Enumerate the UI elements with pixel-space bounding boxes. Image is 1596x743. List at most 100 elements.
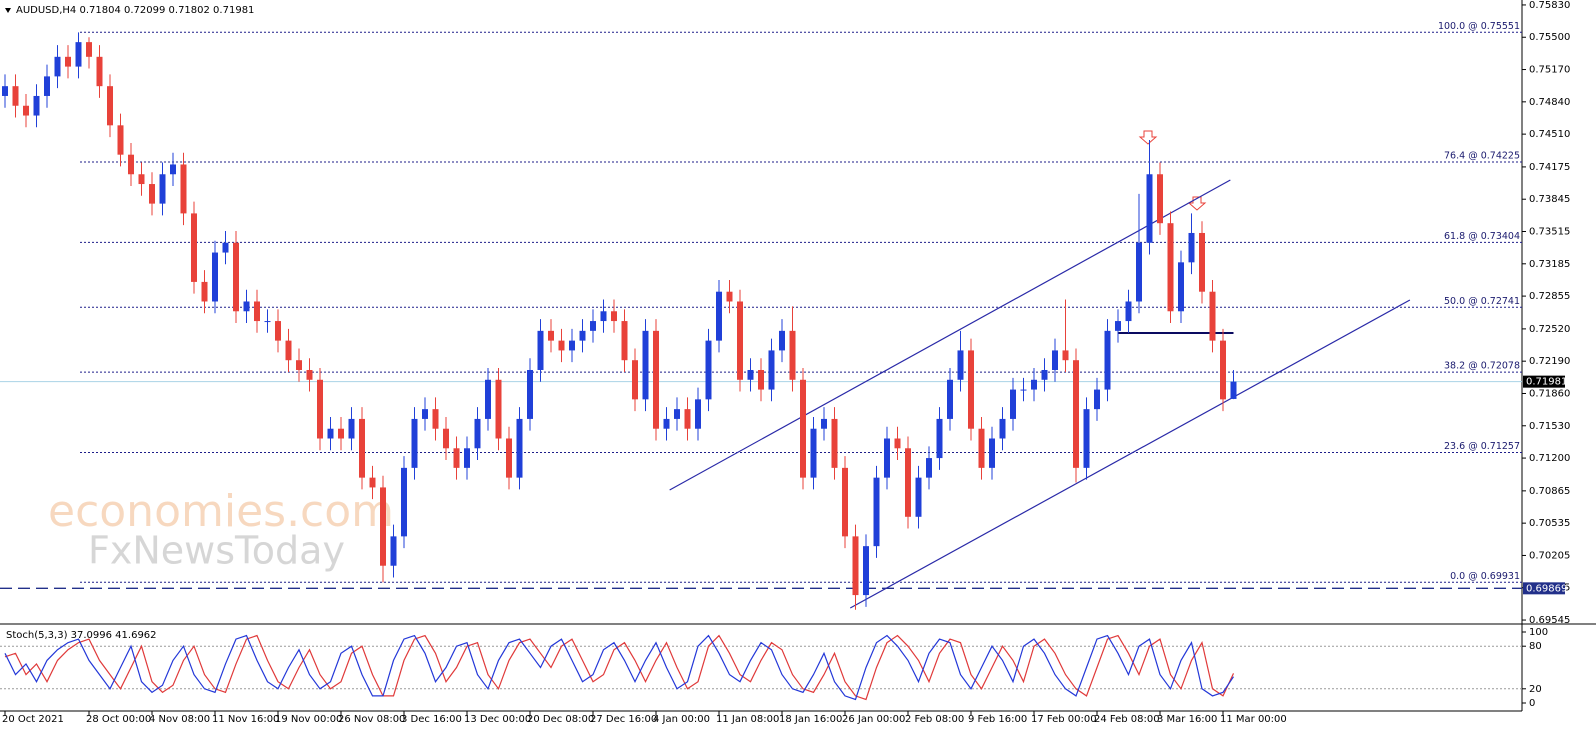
candle-body xyxy=(306,369,313,380)
candle-body xyxy=(1136,242,1142,302)
fib-label: 50.0 @ 0.72741 xyxy=(1444,296,1520,307)
support-price-box xyxy=(1523,582,1565,595)
y-tick-label: 0.69545 xyxy=(1529,615,1570,626)
candle-body xyxy=(1167,223,1174,312)
candle-body xyxy=(695,399,701,429)
candle-body xyxy=(44,76,50,96)
fib-label: 61.8 @ 0.73404 xyxy=(1444,231,1520,242)
candle-body xyxy=(359,418,365,478)
candle-body xyxy=(569,340,575,351)
candle-body xyxy=(642,330,649,400)
candle-body xyxy=(1188,232,1195,263)
candle-body xyxy=(1020,389,1027,391)
y-tick-label: 0.74510 xyxy=(1529,129,1570,140)
candle-body xyxy=(737,301,743,380)
candle-body xyxy=(957,350,964,380)
x-tick-label: 19 Nov 00:00 xyxy=(275,714,342,725)
candle-body xyxy=(894,438,901,449)
candle-body xyxy=(1146,174,1153,243)
y-tick-label: 100 xyxy=(1529,627,1548,638)
candle-body xyxy=(159,174,166,204)
candle-body xyxy=(768,350,775,390)
candle-body xyxy=(411,418,418,468)
y-tick-label: 0.72190 xyxy=(1529,356,1570,367)
candle-body xyxy=(653,330,659,429)
x-tick-label: 11 Nov 16:00 xyxy=(212,714,279,725)
candle-body xyxy=(600,311,607,322)
y-tick-label: 0.72855 xyxy=(1529,291,1570,302)
y-tick-label: 0.71200 xyxy=(1529,453,1570,464)
x-tick-label: 3 Dec 16:00 xyxy=(401,714,462,725)
candle-body xyxy=(779,330,785,351)
candle-body xyxy=(789,330,796,380)
candle-body xyxy=(968,350,974,429)
x-tick-label: 20 Dec 08:00 xyxy=(527,714,594,725)
candle-body xyxy=(128,154,134,175)
y-tick-label: 0.70865 xyxy=(1529,486,1570,497)
y-tick-label: 80 xyxy=(1529,641,1542,652)
watermark: FxNewsToday xyxy=(88,529,345,573)
current-price-label: 0.71981 xyxy=(1526,377,1567,388)
candle-body xyxy=(726,291,733,302)
candle-body xyxy=(369,477,376,488)
candle-body xyxy=(464,448,470,468)
candle-body xyxy=(842,467,848,537)
candle-body xyxy=(33,95,40,116)
candle-body xyxy=(65,56,71,67)
y-tick-label: 0.73515 xyxy=(1529,227,1570,238)
candle-body xyxy=(495,379,502,439)
x-tick-label: 17 Feb 00:00 xyxy=(1031,714,1097,725)
y-tick-label: 0.72520 xyxy=(1529,324,1570,335)
candle-body xyxy=(107,86,113,126)
fib-label: 38.2 @ 0.72078 xyxy=(1444,361,1520,372)
candle-body xyxy=(23,105,29,116)
fib-label: 76.4 @ 0.74225 xyxy=(1444,151,1520,162)
candle-body xyxy=(474,418,481,449)
candle-body xyxy=(926,458,932,478)
candle-body xyxy=(338,428,344,439)
candle-body xyxy=(12,86,19,106)
candle-body xyxy=(516,418,523,478)
candle-body xyxy=(443,428,449,449)
candle-body xyxy=(863,546,869,596)
symbol-menu-icon xyxy=(5,8,11,13)
x-tick-label: 26 Nov 08:00 xyxy=(338,714,405,725)
support-price-label: 0.69869 xyxy=(1526,583,1567,594)
candle-body xyxy=(2,86,8,96)
candle-body xyxy=(1157,174,1163,224)
candle-body xyxy=(432,409,439,429)
x-tick-label: 2 Feb 08:00 xyxy=(905,714,964,725)
candle-body xyxy=(705,340,712,400)
candle-body xyxy=(275,321,281,341)
candle-body xyxy=(1094,389,1100,410)
candle-body xyxy=(254,301,260,322)
candle-body xyxy=(632,360,638,400)
y-tick-label: 0.71860 xyxy=(1529,388,1570,399)
y-tick-label: 0.75830 xyxy=(1529,0,1570,11)
candle-body xyxy=(1230,381,1237,399)
candle-body xyxy=(264,321,271,323)
candle-body xyxy=(716,291,722,341)
candle-body xyxy=(1104,330,1111,390)
candle-body xyxy=(548,330,554,341)
candle-body xyxy=(800,379,806,478)
candle-body xyxy=(317,379,323,439)
candle-body xyxy=(1083,409,1090,468)
x-tick-label: 11 Jan 08:00 xyxy=(716,714,779,725)
candle-body xyxy=(558,340,565,351)
candle-body xyxy=(989,438,995,468)
candle-body xyxy=(453,448,460,468)
indicator-title: Stoch(5,3,3) 37.0996 41.6962 xyxy=(6,630,157,641)
candle-body xyxy=(905,448,911,517)
x-tick-label: 4 Nov 08:00 xyxy=(149,714,210,725)
candle-body xyxy=(1073,360,1079,468)
candle-body xyxy=(243,301,250,312)
candle-body xyxy=(684,409,691,429)
candle-body xyxy=(674,409,680,419)
fib-label: 100.0 @ 0.75551 xyxy=(1438,21,1520,32)
candle-body xyxy=(1052,350,1058,370)
y-tick-label: 0.75500 xyxy=(1529,32,1570,43)
candle-body xyxy=(1199,232,1205,292)
